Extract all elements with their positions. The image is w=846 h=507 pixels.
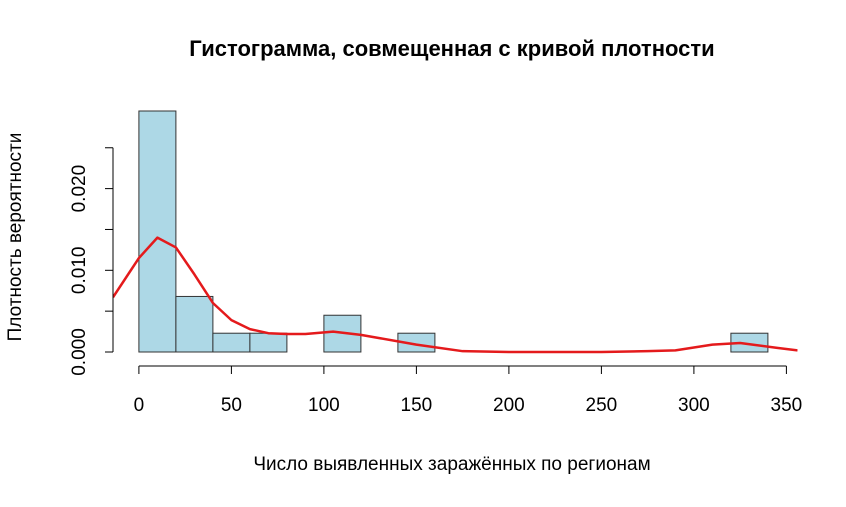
x-tick-label: 0 <box>134 395 145 416</box>
density-curve <box>113 236 798 354</box>
x-axis-label: Число выявленных заражённых по регионам <box>253 454 650 475</box>
bar <box>249 332 288 353</box>
x-tick-label: 150 <box>401 395 433 416</box>
chart-title: Гистограмма, совмещенная с кривой плотно… <box>189 36 714 61</box>
x-tick-label: 300 <box>678 395 710 416</box>
x-tick-label: 250 <box>586 395 618 416</box>
x-tick-label: 350 <box>771 395 803 416</box>
x-tick-label: 50 <box>221 395 242 416</box>
bar <box>175 295 214 353</box>
x-tick-label: 100 <box>308 395 340 416</box>
x-tick-label: 200 <box>493 395 525 416</box>
y-tick-label: 0.020 <box>69 165 90 213</box>
y-tick-label: 0.010 <box>69 247 90 295</box>
bar <box>212 332 251 353</box>
y-tick-label: 0.000 <box>69 328 90 376</box>
y-axis-label: Плотность вероятности <box>5 133 26 342</box>
bar <box>138 110 177 353</box>
